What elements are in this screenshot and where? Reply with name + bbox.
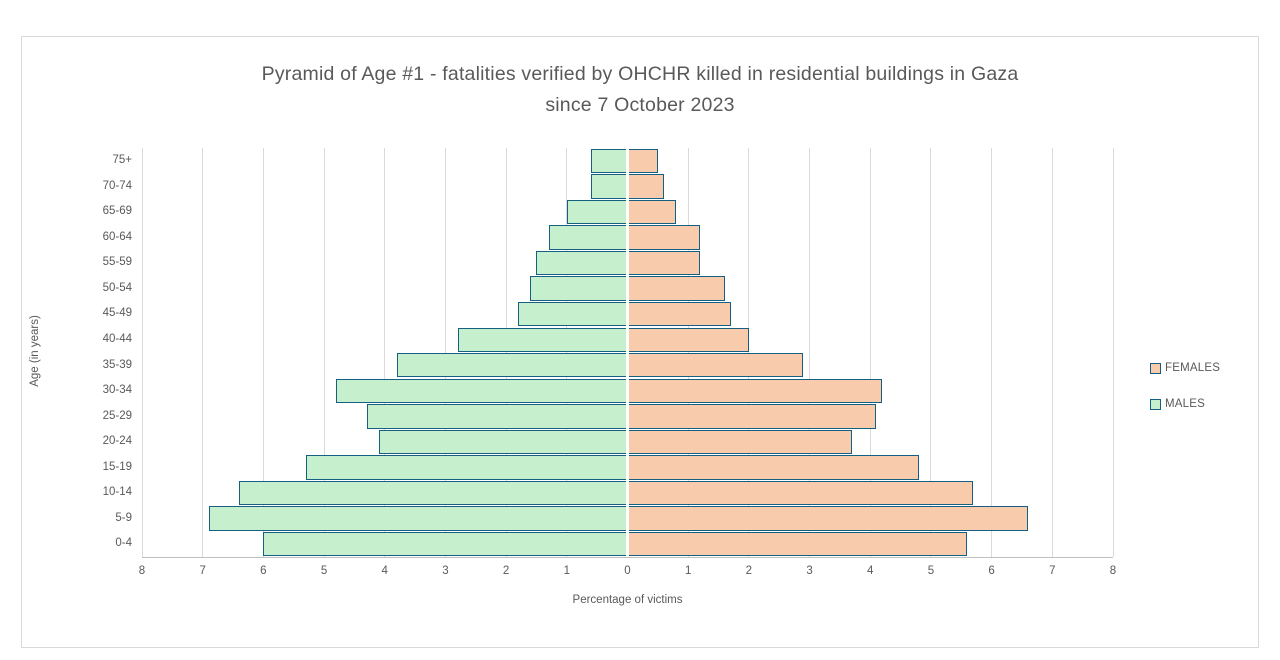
bar-females-75+ xyxy=(627,148,658,173)
gridline xyxy=(809,148,811,557)
legend-swatch-icon xyxy=(1150,398,1161,410)
gridline xyxy=(444,148,446,557)
x-axis-tick-label: 4 xyxy=(381,565,388,577)
x-axis-line xyxy=(142,557,1113,558)
y-axis-label: 10-14 xyxy=(102,486,132,499)
bar-males-60-64 xyxy=(548,225,628,250)
x-axis-tick-label: 8 xyxy=(138,565,146,577)
y-axis-label: 25-29 xyxy=(102,409,132,422)
chart-title-line-1: Pyramid of Age #1 - fatalities verified … xyxy=(261,63,1019,85)
bar-males-5-9 xyxy=(208,506,628,531)
x-axis-tick-label: 3 xyxy=(442,565,449,577)
y-axis-label: 40-44 xyxy=(102,332,132,345)
bar-males-75+ xyxy=(591,148,628,173)
legend: FEMALES MALES xyxy=(1150,360,1220,432)
gridline xyxy=(262,148,264,557)
gridline xyxy=(566,148,568,557)
x-axis-tick-label: 0 xyxy=(624,565,631,577)
y-axis-label: 50-54 xyxy=(102,281,132,294)
plot-area xyxy=(141,148,1114,558)
gridline xyxy=(1112,148,1114,557)
chart-title: Pyramid of Age #1 - fatalities verified … xyxy=(22,59,1258,121)
x-axis-tick-label: 7 xyxy=(199,565,206,577)
bar-females-15-19 xyxy=(627,455,919,480)
y-axis-label: 30-34 xyxy=(102,384,132,397)
bar-males-40-44 xyxy=(457,327,628,352)
bar-males-20-24 xyxy=(378,429,628,455)
bar-females-30-34 xyxy=(627,378,883,404)
gridline xyxy=(323,148,325,557)
gridline xyxy=(384,148,386,557)
y-axis-label: 75+ xyxy=(112,154,132,166)
legend-swatch-icon xyxy=(1150,362,1161,374)
bar-females-35-39 xyxy=(627,353,804,378)
bar-females-10-14 xyxy=(627,480,974,506)
y-axis-label: 20-24 xyxy=(102,435,132,448)
x-axis-title: Percentage of victims xyxy=(572,594,683,606)
legend-item-females: FEMALES xyxy=(1150,360,1220,376)
x-axis-tick-label: 3 xyxy=(806,565,813,577)
legend-label: FEMALES xyxy=(1165,362,1221,374)
gridline xyxy=(930,148,932,557)
bar-females-70-74 xyxy=(627,174,664,199)
gridline xyxy=(505,148,507,557)
x-axis-tick-label: 2 xyxy=(502,565,510,577)
bar-females-65-69 xyxy=(627,199,677,225)
gridline xyxy=(869,148,871,557)
legend-item-males: MALES xyxy=(1150,396,1220,412)
legend-label: MALES xyxy=(1165,398,1205,410)
bar-females-25-29 xyxy=(627,404,877,429)
bar-males-10-14 xyxy=(239,480,628,506)
y-axis-label: 0-4 xyxy=(115,537,132,550)
y-axis-label: 5-9 xyxy=(115,511,132,524)
y-axis-label: 70-74 xyxy=(102,179,132,192)
x-axis-tick-label: 8 xyxy=(1109,565,1117,577)
x-axis-tick-label: 6 xyxy=(260,565,267,577)
gridline xyxy=(1051,148,1053,557)
x-axis-tick-label: 5 xyxy=(927,565,935,577)
x-axis-tick-label: 6 xyxy=(988,565,995,577)
bar-females-60-64 xyxy=(627,225,701,250)
bar-females-45-49 xyxy=(627,301,731,327)
bar-males-35-39 xyxy=(396,353,628,378)
y-axis-label: 45-49 xyxy=(102,307,132,320)
bar-females-50-54 xyxy=(627,276,725,301)
gridline xyxy=(141,148,143,557)
gridline xyxy=(748,148,750,557)
bar-males-0-4 xyxy=(263,532,628,557)
bar-males-30-34 xyxy=(336,378,628,404)
bar-females-55-59 xyxy=(627,250,701,276)
y-axis-title: Age (in years) xyxy=(29,315,41,387)
y-axis-label: 15-19 xyxy=(102,460,132,473)
bar-females-40-44 xyxy=(627,327,749,352)
y-axis-label: 60-64 xyxy=(102,230,132,243)
bar-females-0-4 xyxy=(627,532,968,557)
gridline xyxy=(991,148,993,557)
bar-males-65-69 xyxy=(566,199,628,225)
x-axis-tick-label: 5 xyxy=(320,565,328,577)
bar-females-20-24 xyxy=(627,429,853,455)
chart-frame: Pyramid of Age #1 - fatalities verified … xyxy=(21,36,1259,648)
gridline xyxy=(202,148,204,557)
y-axis-label: 35-39 xyxy=(102,358,132,371)
zero-axis-divider xyxy=(626,148,629,557)
bar-males-25-29 xyxy=(366,404,628,429)
y-axis-label: 65-69 xyxy=(102,205,132,218)
chart-title-line-2: since 7 October 2023 xyxy=(545,94,735,116)
x-axis-tick-label: 4 xyxy=(867,565,874,577)
y-axis-label: 55-59 xyxy=(102,256,132,269)
x-axis-tick-label: 7 xyxy=(1049,565,1056,577)
x-axis-tick-label: 2 xyxy=(745,565,753,577)
bar-females-5-9 xyxy=(627,506,1029,531)
x-axis-tick-label: 1 xyxy=(684,565,692,577)
x-axis-tick-label: 1 xyxy=(563,565,571,577)
bar-males-45-49 xyxy=(518,301,628,327)
bar-males-50-54 xyxy=(530,276,628,301)
bar-males-70-74 xyxy=(591,174,628,199)
bar-males-15-19 xyxy=(305,455,628,480)
gridline xyxy=(687,148,689,557)
bar-males-55-59 xyxy=(536,250,628,276)
